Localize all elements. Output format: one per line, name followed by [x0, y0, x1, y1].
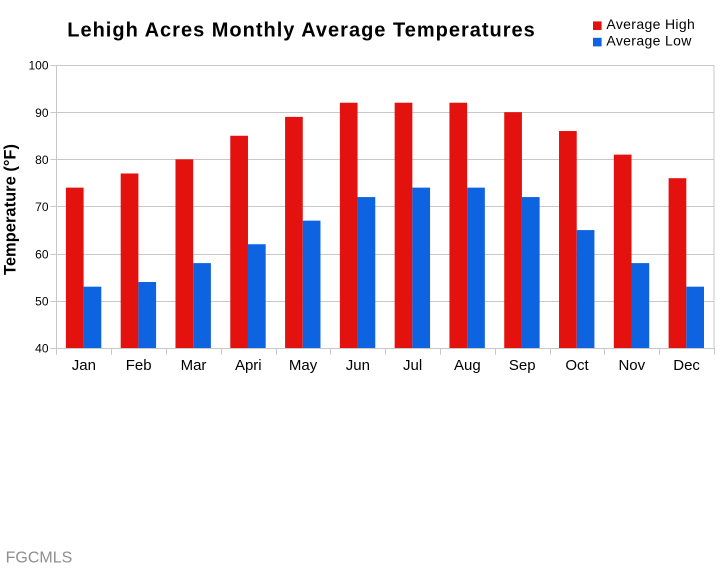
svg-text:Jun: Jun [346, 357, 370, 374]
svg-text:Temperature (°F): Temperature (°F) [2, 144, 20, 275]
svg-text:Sep: Sep [509, 357, 536, 374]
svg-text:Nov: Nov [618, 357, 645, 374]
svg-text:Apri: Apri [235, 357, 262, 374]
svg-text:May: May [289, 357, 318, 374]
svg-text:Dec: Dec [673, 357, 700, 374]
svg-text:Average High: Average High [606, 16, 695, 32]
svg-text:Lehigh Acres Monthly Average T: Lehigh Acres Monthly Average Temperature… [67, 20, 536, 42]
svg-text:Average Low: Average Low [606, 33, 692, 49]
svg-text:Oct: Oct [565, 357, 589, 374]
svg-text:Jan: Jan [72, 357, 96, 374]
svg-text:Jul: Jul [403, 357, 422, 374]
svg-text:Feb: Feb [126, 357, 152, 374]
svg-text:100: 100 [28, 59, 48, 73]
svg-text:60: 60 [35, 247, 49, 261]
svg-text:90: 90 [35, 106, 49, 120]
svg-text:50: 50 [35, 295, 49, 309]
svg-text:Aug: Aug [454, 357, 481, 374]
svg-text:80: 80 [35, 153, 49, 167]
svg-text:Mar: Mar [181, 357, 207, 374]
svg-text:40: 40 [35, 342, 49, 356]
svg-text:70: 70 [35, 200, 49, 214]
svg-text:FGCMLS: FGCMLS [6, 550, 73, 567]
